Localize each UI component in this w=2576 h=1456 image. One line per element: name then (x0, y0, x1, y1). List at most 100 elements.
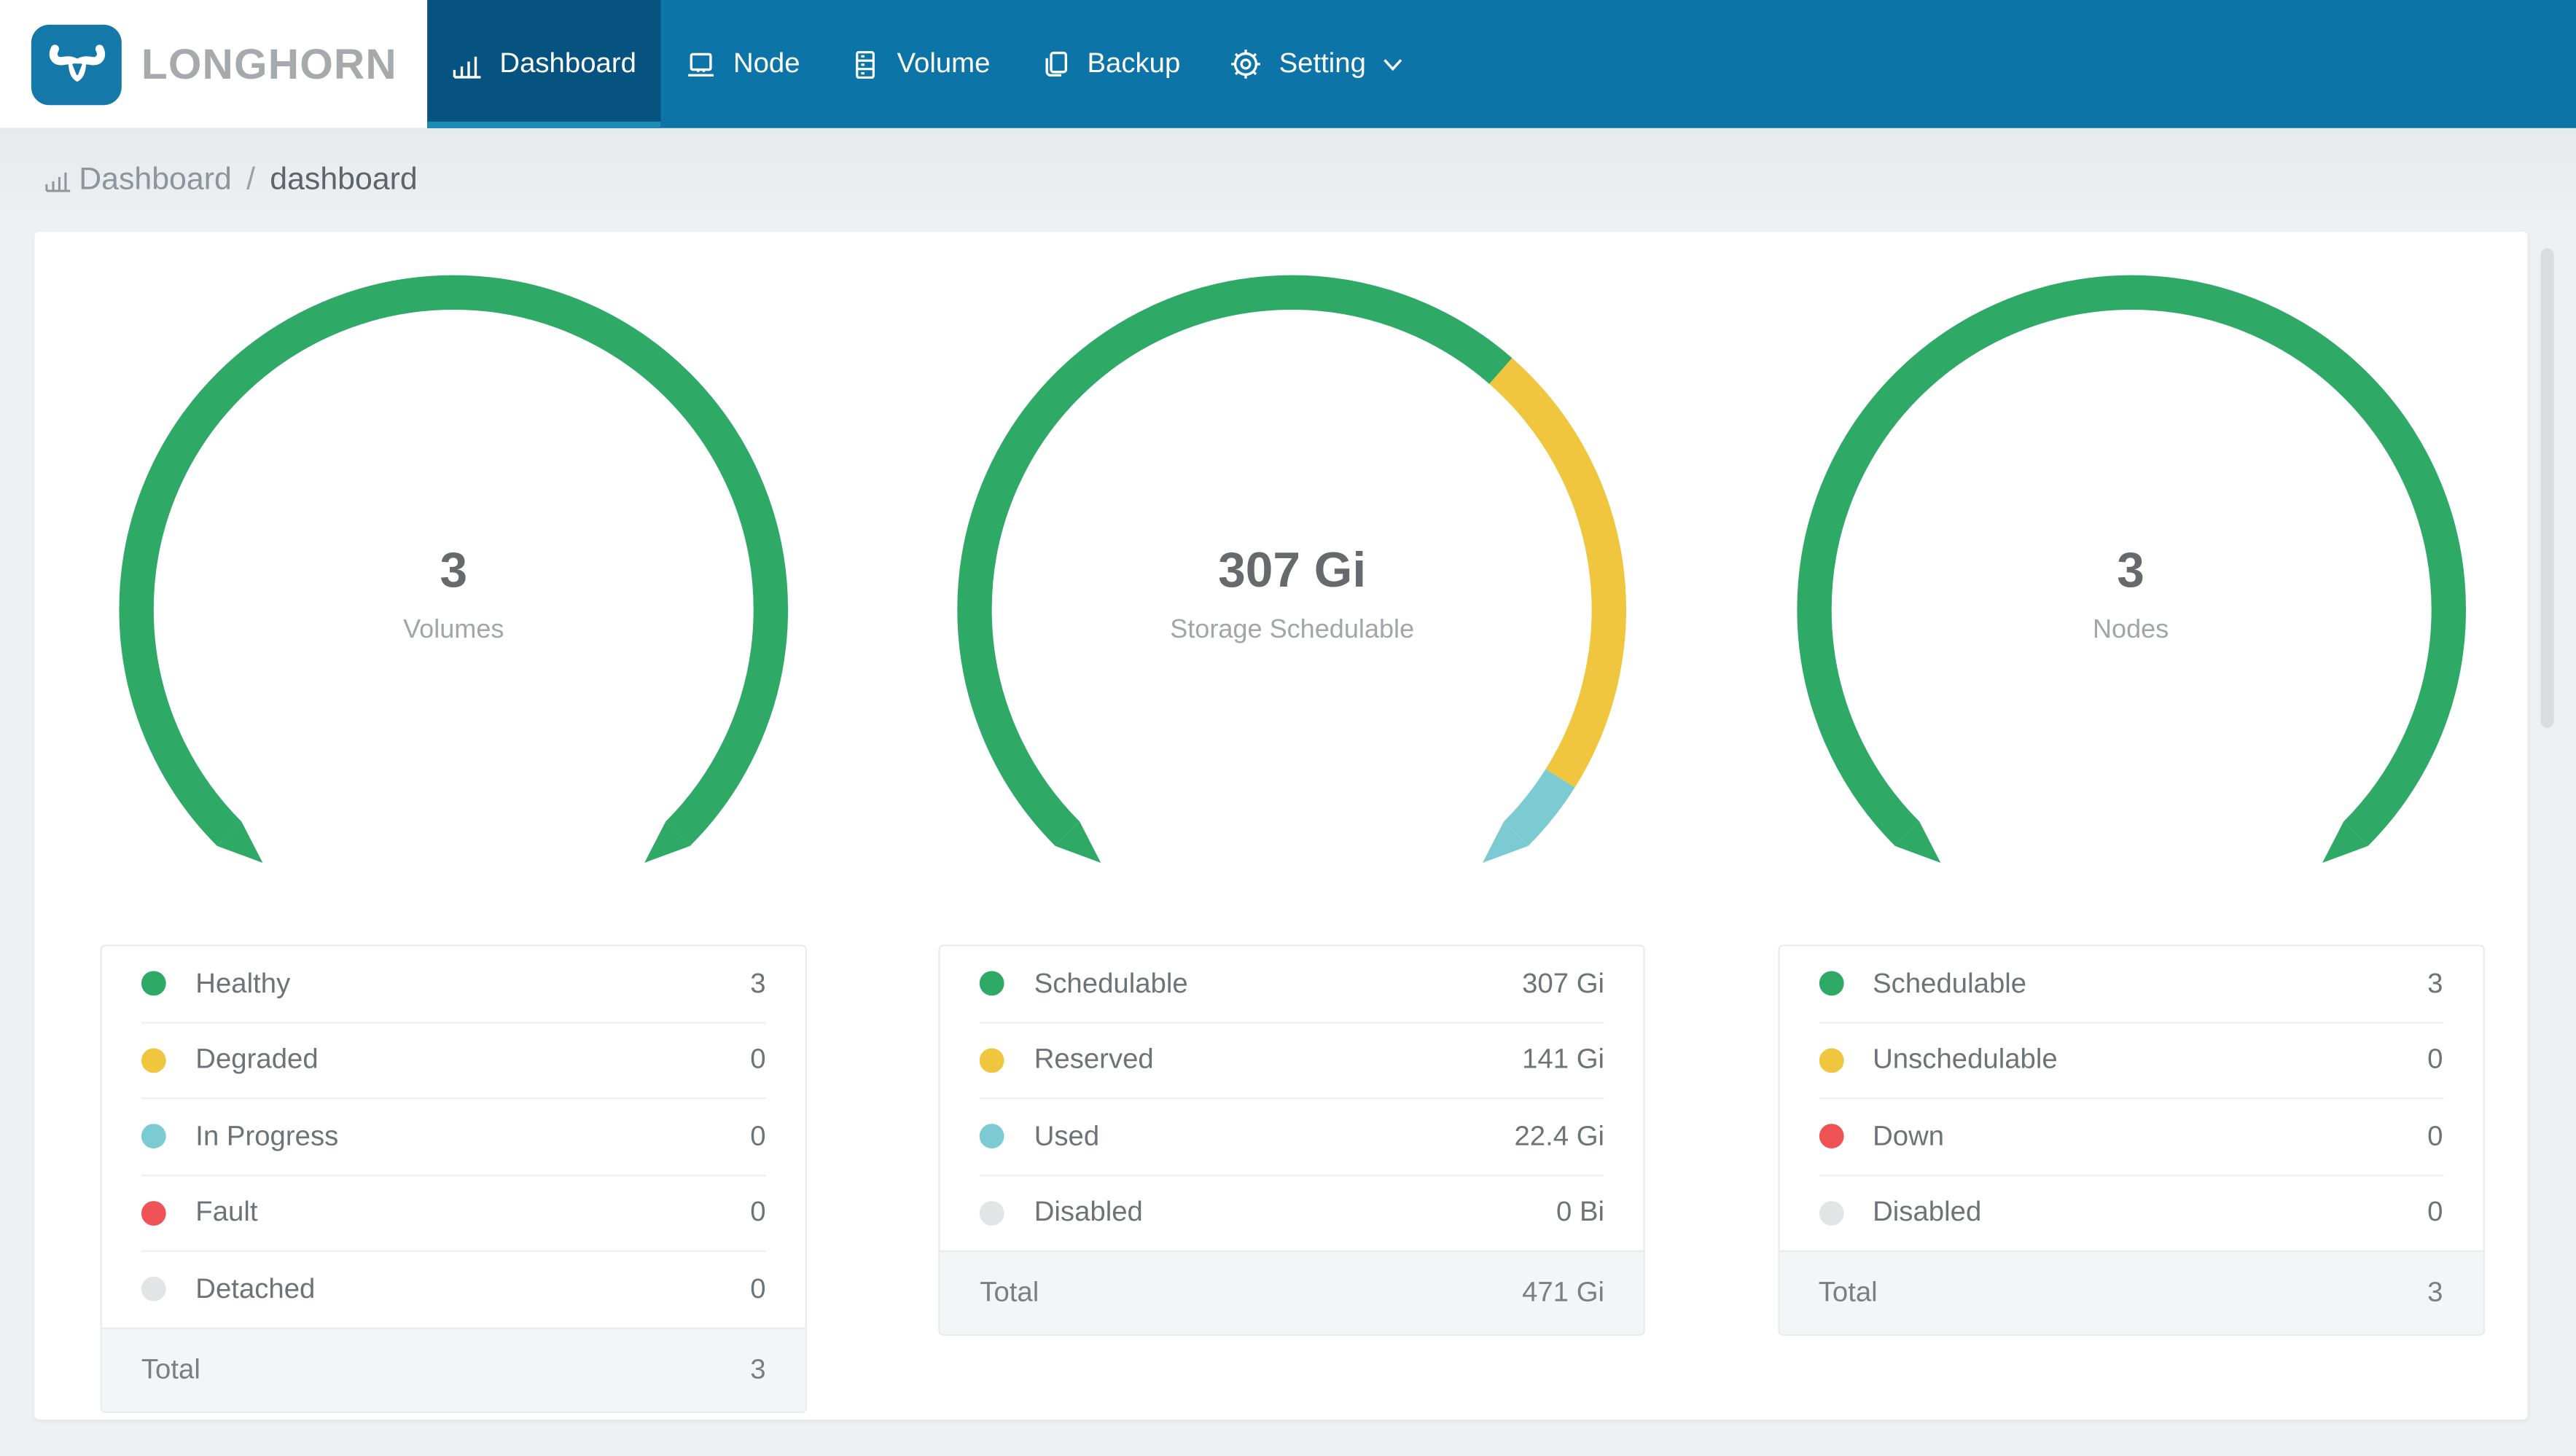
legend-dot (1818, 1200, 1843, 1226)
legend-value: 141 Gi (1522, 1044, 1605, 1076)
gauge-arc-healthy (119, 275, 789, 846)
nodes-panel: 3 Nodes Schedulable 3 Unschedulable 0 (1777, 265, 2484, 1420)
volume-icon (855, 50, 875, 78)
gauge-arc-tip (2321, 821, 2368, 863)
legend-dot (980, 1200, 1005, 1226)
nav-item-node[interactable]: Node (661, 0, 825, 128)
legend-value: 0 (750, 1196, 766, 1228)
legend-dot (141, 971, 166, 996)
legend-value: 3 (2427, 967, 2443, 999)
legend-value: 0 Bi (1556, 1196, 1605, 1228)
legend-dot (141, 1124, 166, 1149)
bull-icon (31, 23, 122, 105)
gauge-arc-reserved (1489, 358, 1627, 788)
nav-label: Backup (1087, 47, 1181, 79)
legend-label: Fault (195, 1196, 258, 1228)
gauge-arc-tip (644, 821, 690, 863)
dashboard-card: 3 Volumes Healthy 3 Degraded 0 (34, 231, 2527, 1420)
legend-value: 0 (750, 1272, 766, 1304)
legend-dot (980, 1124, 1005, 1149)
storage-gauge: 307 Gi Storage Schedulable (947, 265, 1637, 955)
legend-row-reserved: Reserved 141 Gi (980, 1022, 1605, 1100)
legend-row-disabled: Disabled 0 (1818, 1175, 2443, 1250)
legend-value: 3 (750, 967, 766, 999)
main-nav: Dashboard Node Volume (427, 0, 1428, 128)
total-label: Total (141, 1353, 200, 1385)
legend-label: Down (1873, 1120, 1945, 1151)
volumes-legend: Healthy 3 Degraded 0 In Progress 0 (100, 944, 808, 1412)
gauge-chart-volumes (119, 275, 789, 863)
brand-logo[interactable]: LONGHORN (0, 0, 428, 128)
legend-label: Healthy (195, 967, 291, 999)
legend-row-schedulable: Schedulable 3 (1818, 947, 2443, 1023)
total-value: 3 (750, 1353, 766, 1385)
breadcrumb-section[interactable]: Dashboard (79, 162, 232, 197)
legend-dot (141, 1200, 166, 1226)
legend-dot (1818, 1124, 1843, 1149)
nodes-legend: Schedulable 3 Unschedulable 0 Down 0 (1777, 944, 2484, 1336)
legend-value: 0 (750, 1120, 766, 1151)
total-value: 471 Gi (1522, 1276, 1605, 1308)
legend-label: Disabled (1034, 1196, 1143, 1228)
gauge-chart-storage (957, 275, 1627, 863)
legend-label: Disabled (1873, 1196, 1982, 1228)
legend-row-healthy: Healthy 3 (141, 947, 766, 1023)
gauge-arc-tip (1055, 821, 1101, 863)
bar-chart-icon (44, 166, 72, 194)
nodes-gauge: 3 Nodes (1786, 265, 2476, 955)
breadcrumb: Dashboard / dashboard (0, 128, 2576, 232)
legend-value: 22.4 Gi (1514, 1120, 1605, 1151)
scrollbar-thumb[interactable] (2540, 248, 2553, 728)
legend-total-row: Total 3 (1779, 1250, 2483, 1334)
legend-dot (141, 1047, 166, 1073)
legend-value: 0 (2427, 1044, 2443, 1076)
storage-panel: 307 Gi Storage Schedulable Schedulable 3… (938, 265, 1646, 1420)
legend-label: Degraded (195, 1044, 319, 1076)
legend-value: 0 (2427, 1196, 2443, 1228)
gauge-arc-used (1504, 769, 1576, 846)
legend-dot (1818, 1047, 1843, 1073)
legend-value: 0 (750, 1044, 766, 1076)
legend-label: Unschedulable (1873, 1044, 2058, 1076)
legend-label: Detached (195, 1272, 316, 1304)
legend-label: Schedulable (1034, 967, 1188, 999)
legend-dot (141, 1277, 166, 1302)
legend-row-degraded: Degraded 0 (141, 1022, 766, 1100)
nav-item-dashboard[interactable]: Dashboard (427, 0, 662, 128)
legend-row-unschedulable: Unschedulable 0 (1818, 1022, 2443, 1100)
gear-icon (1231, 50, 1261, 79)
legend-label: In Progress (195, 1120, 339, 1151)
legend-label: Reserved (1034, 1044, 1154, 1076)
bar-chart-icon (453, 55, 481, 78)
legend-dot (980, 1047, 1005, 1073)
total-value: 3 (2427, 1276, 2443, 1308)
nav-label: Setting (1279, 47, 1366, 79)
node-icon (688, 52, 714, 76)
breadcrumb-separator: / (246, 162, 255, 197)
legend-row-fault: Fault 0 (141, 1175, 766, 1253)
legend-row-schedulable: Schedulable 307 Gi (980, 947, 1605, 1023)
chevron-down-icon (1383, 58, 1402, 71)
storage-legend: Schedulable 307 Gi Reserved 141 Gi Used … (938, 944, 1646, 1336)
gauge-arc-schedulable (1796, 275, 2465, 846)
legend-row-detached: Detached 0 (141, 1252, 766, 1327)
legend-row-in-progress: In Progress 0 (141, 1099, 766, 1176)
nav-label: Node (733, 47, 800, 79)
legend-dot (1818, 971, 1843, 996)
backup-icon (1045, 50, 1066, 76)
nav-label: Volume (897, 47, 991, 79)
nav-item-backup[interactable]: Backup (1015, 0, 1205, 128)
volumes-panel: 3 Volumes Healthy 3 Degraded 0 (100, 265, 808, 1420)
brand-name: LONGHORN (141, 38, 397, 88)
total-label: Total (980, 1276, 1039, 1308)
legend-label: Schedulable (1873, 967, 2027, 999)
breadcrumb-page: dashboard (270, 162, 418, 197)
nav-item-volume[interactable]: Volume (824, 0, 1015, 128)
legend-total-row: Total 471 Gi (940, 1250, 1644, 1334)
gauge-arc-tip (1483, 821, 1529, 863)
gauge-chart-nodes (1796, 275, 2465, 863)
legend-label: Used (1034, 1120, 1100, 1151)
legend-row-used: Used 22.4 Gi (980, 1099, 1605, 1176)
nav-item-setting[interactable]: Setting (1205, 0, 1428, 128)
